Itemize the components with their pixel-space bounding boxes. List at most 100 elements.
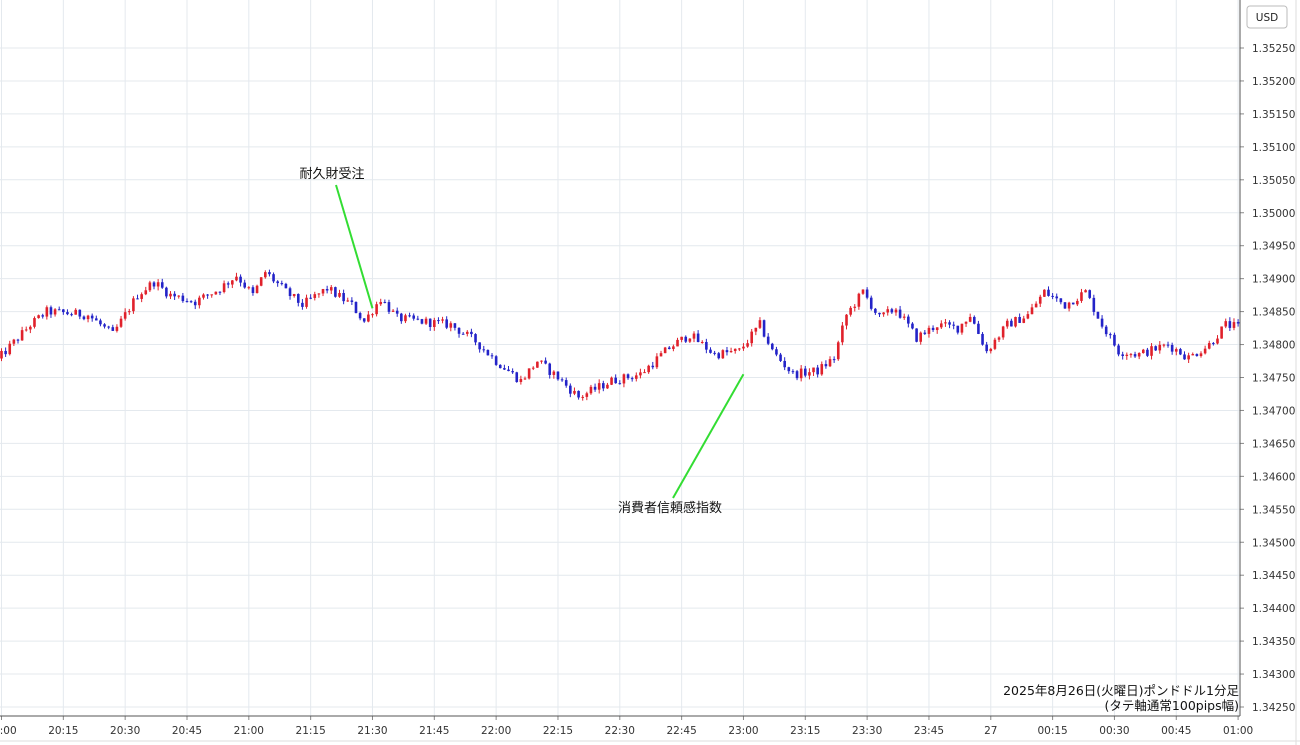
candle-body	[1022, 318, 1026, 323]
candle-body	[725, 350, 729, 353]
y-tick-label: 1.34650	[1252, 438, 1295, 450]
candle-body	[95, 318, 98, 321]
candle-body	[222, 283, 226, 293]
candle-body	[379, 301, 383, 305]
candle-body	[915, 328, 918, 342]
candle-body	[948, 322, 951, 325]
candle-body	[16, 339, 20, 341]
candle-body	[898, 309, 902, 318]
candle-body	[210, 294, 214, 296]
candle-body	[894, 309, 898, 313]
candle-body	[544, 360, 547, 364]
y-tick-label: 1.34250	[1252, 702, 1295, 714]
candle-body	[1220, 326, 1223, 339]
candle-body	[82, 316, 86, 320]
candle-body	[771, 343, 774, 350]
candle-body	[482, 349, 486, 351]
candle-body	[911, 323, 914, 329]
x-tick-label: 20:45	[172, 725, 202, 737]
candle-body	[74, 309, 77, 315]
candle-body	[20, 330, 24, 341]
candle-body	[103, 324, 106, 327]
candle-body	[981, 333, 984, 345]
candle-body	[799, 368, 803, 379]
candle-body	[816, 367, 819, 375]
candle-body	[400, 313, 403, 322]
candle-body	[1224, 321, 1228, 327]
candle-body	[86, 315, 90, 320]
candle-body	[997, 337, 1001, 340]
candle-body	[334, 287, 337, 297]
x-tick-label: 27	[984, 725, 997, 737]
y-tick-label: 1.35100	[1252, 142, 1295, 154]
candle-body	[651, 365, 655, 368]
candle-body	[1121, 354, 1124, 356]
candle-body	[1088, 290, 1092, 298]
candle-body	[301, 302, 304, 307]
y-tick-label: 1.34950	[1252, 241, 1295, 253]
candle-body	[824, 364, 828, 367]
candle-body	[226, 283, 230, 285]
candle-body	[972, 316, 976, 324]
candle-body	[1203, 348, 1207, 354]
candle-body	[309, 297, 312, 299]
candle-body	[663, 347, 667, 354]
candle-body	[733, 348, 737, 352]
candle-body	[820, 364, 824, 375]
candle-body	[1018, 316, 1021, 323]
x-tick-label: 21:45	[419, 725, 449, 737]
candle-body	[474, 334, 477, 343]
candle-body	[1104, 326, 1108, 335]
candle-body	[1051, 295, 1054, 297]
candle-body	[515, 372, 519, 382]
candle-body	[989, 348, 993, 352]
candle-body	[766, 336, 770, 344]
candle-body	[1241, 323, 1244, 325]
y-tick-label: 1.34450	[1252, 570, 1295, 582]
candle-body	[1117, 345, 1120, 355]
candle-body	[264, 272, 267, 278]
annotation-consumer-confidence: 消費者信頼感指数	[618, 500, 722, 516]
candle-body	[692, 333, 696, 339]
candle-body	[647, 365, 650, 373]
x-tick-label: 01:00	[1223, 725, 1253, 737]
x-tick-label: 20:30	[110, 725, 140, 737]
candle-body	[1125, 354, 1129, 356]
candle-body	[1030, 307, 1034, 315]
candle-body	[639, 372, 642, 376]
candle-body	[173, 293, 176, 297]
candle-body	[33, 318, 36, 327]
candle-body	[836, 342, 840, 360]
candle-body	[886, 309, 890, 313]
candle-body	[560, 379, 564, 381]
candle-body	[626, 374, 630, 379]
candle-body	[90, 315, 94, 319]
candle-body	[1199, 353, 1203, 357]
candle-body	[313, 294, 317, 298]
candle-body	[952, 324, 955, 326]
candle-body	[531, 367, 535, 369]
candle-body	[602, 383, 605, 389]
x-tick-label: 23:30	[852, 725, 882, 737]
candle-body	[614, 377, 617, 384]
candle-body	[1170, 345, 1174, 352]
candle-body	[1166, 344, 1170, 346]
candle-body	[395, 310, 399, 314]
candle-body	[713, 352, 716, 354]
candle-body	[416, 318, 420, 320]
candle-body	[70, 314, 73, 316]
candle-body	[424, 318, 428, 324]
candle-body	[944, 322, 947, 324]
candle-body	[428, 318, 432, 327]
candle-body	[1092, 297, 1096, 312]
y-tick-label: 1.34700	[1252, 405, 1295, 417]
y-tick-label: 1.34900	[1252, 274, 1295, 286]
candle-body	[507, 369, 510, 372]
candle-body	[1001, 326, 1005, 338]
candle-body	[453, 323, 457, 328]
candle-body	[321, 289, 325, 294]
x-tick-label: 00:30	[1099, 725, 1129, 737]
candle-body	[193, 301, 197, 306]
candle-body	[573, 390, 576, 394]
candle-body	[251, 287, 255, 294]
